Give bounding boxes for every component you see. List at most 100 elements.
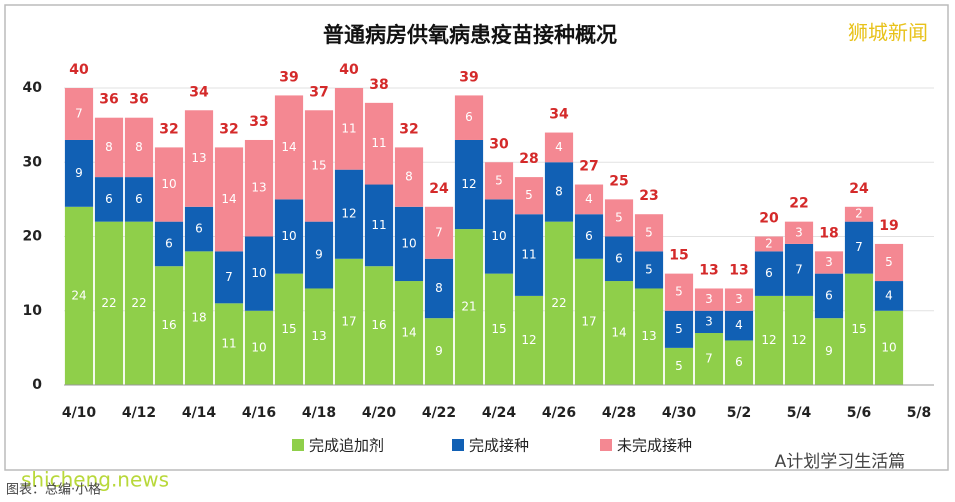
segment-label: 6: [825, 288, 833, 302]
segment-label: 15: [311, 158, 326, 172]
y-tick-label: 20: [23, 229, 43, 245]
bar-segment: [844, 206, 874, 222]
bar-segment: [544, 132, 574, 163]
bar-segment: [424, 258, 454, 319]
bar-segment: [724, 288, 754, 311]
segment-label: 7: [795, 262, 803, 276]
segment-label: 6: [465, 110, 473, 124]
segment-label: 5: [615, 210, 623, 224]
bar-segment: [394, 281, 424, 385]
total-label: 39: [279, 69, 298, 85]
total-label: 20: [759, 211, 779, 227]
bar-segment: [64, 88, 94, 140]
segment-label: 6: [105, 192, 113, 206]
bar-segment: [874, 310, 904, 385]
bar-segment: [124, 117, 154, 178]
segment-label: 12: [461, 177, 476, 191]
total-label: 24: [849, 181, 869, 197]
bar-segment: [484, 199, 514, 274]
bar-segment: [844, 273, 874, 385]
total-label: 36: [129, 92, 148, 108]
segment-label: 6: [615, 251, 623, 265]
total-label: 24: [429, 181, 449, 197]
segment-label: 11: [521, 248, 536, 262]
bar-segment: [724, 340, 754, 385]
bar-segment: [364, 102, 394, 185]
segment-label: 8: [135, 140, 143, 154]
segment-label: 10: [251, 266, 266, 280]
bar-segment: [754, 236, 784, 252]
total-label: 38: [369, 77, 388, 93]
x-tick-label: 4/14: [182, 405, 217, 421]
segment-label: 7: [855, 240, 863, 254]
segment-label: 15: [851, 322, 866, 336]
bar-segment: [94, 177, 124, 222]
total-label: 19: [879, 218, 898, 234]
total-label: 39: [459, 69, 478, 85]
total-label: 37: [309, 84, 328, 100]
segment-label: 10: [161, 177, 176, 191]
segment-label: 22: [551, 296, 566, 310]
total-label: 40: [69, 62, 89, 78]
x-tick-label: 4/28: [602, 405, 636, 421]
segment-label: 12: [341, 207, 356, 221]
x-tick-label: 4/18: [302, 405, 336, 421]
segment-label: 9: [825, 344, 833, 358]
bar-segment: [874, 243, 904, 282]
total-label: 13: [729, 262, 748, 278]
x-tick-label: 4/10: [62, 405, 97, 421]
total-label: 34: [549, 107, 569, 123]
bar-segment: [394, 206, 424, 282]
bar-segment: [694, 333, 724, 385]
legend-label: 完成接种: [469, 437, 529, 455]
segment-label: 4: [885, 288, 893, 302]
segment-label: 13: [641, 329, 656, 343]
bar-segment: [604, 199, 634, 237]
bar-segment: [124, 221, 154, 385]
segment-label: 8: [555, 184, 563, 198]
segment-label: 10: [281, 229, 296, 243]
segment-label: 10: [881, 340, 896, 354]
y-tick-label: 30: [23, 154, 43, 170]
total-label: 32: [399, 121, 418, 137]
total-label: 22: [789, 196, 808, 212]
total-label: 28: [519, 151, 538, 167]
bar-segment: [274, 273, 304, 385]
segment-label: 22: [101, 296, 116, 310]
total-label: 13: [699, 262, 718, 278]
segment-label: 5: [645, 225, 653, 239]
total-label: 23: [639, 188, 658, 204]
x-tick-label: 4/12: [122, 405, 156, 421]
watermark: 狮城新闻: [848, 21, 928, 45]
x-tick-label: 4/22: [422, 405, 456, 421]
segment-label: 6: [735, 355, 743, 369]
segment-label: 8: [435, 281, 443, 295]
segment-label: 5: [675, 359, 683, 373]
bar-segment: [664, 310, 694, 348]
bar-segment: [844, 221, 874, 274]
segment-label: 5: [885, 255, 893, 269]
legend-swatch: [452, 439, 464, 451]
y-tick-label: 40: [23, 80, 43, 96]
segment-label: 24: [71, 288, 86, 302]
segment-label: 15: [491, 322, 506, 336]
segment-label: 11: [371, 136, 386, 150]
segment-label: 3: [825, 255, 833, 269]
x-tick-label: 5/4: [787, 405, 812, 421]
caption: 图表：总编·小格: [6, 482, 101, 498]
bar-segment: [634, 214, 664, 252]
legend-label: 未完成接种: [617, 437, 692, 455]
segment-label: 4: [735, 318, 743, 332]
bar-segment: [694, 288, 724, 311]
segment-label: 13: [191, 151, 206, 165]
bar-segment: [634, 288, 664, 385]
segment-label: 3: [705, 292, 713, 306]
segment-label: 9: [75, 166, 83, 180]
bar-segment: [334, 258, 364, 385]
bar-segment: [724, 310, 754, 341]
bar-segment: [514, 177, 544, 215]
bar-segment: [304, 221, 334, 289]
segment-label: 12: [791, 333, 806, 347]
bar-segment: [244, 236, 274, 311]
